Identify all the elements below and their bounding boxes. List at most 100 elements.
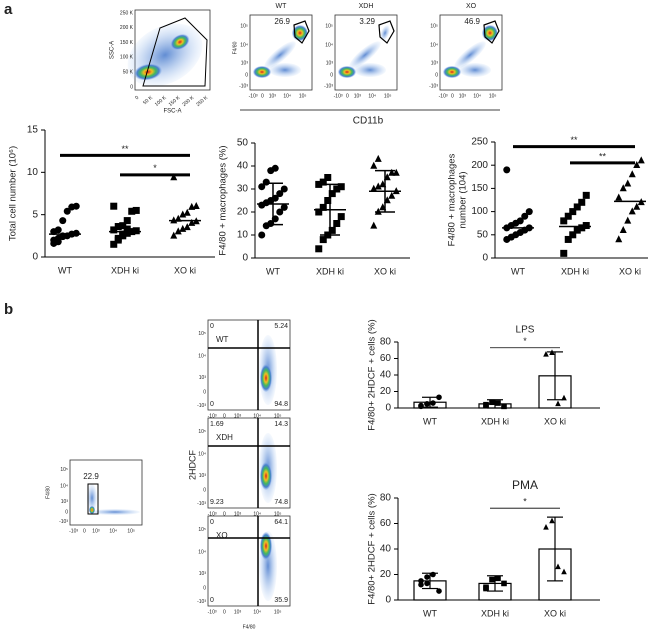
data-point (424, 401, 430, 407)
data-point (258, 231, 266, 239)
data-point (262, 178, 270, 186)
data-point (110, 240, 118, 248)
data-point (388, 168, 396, 176)
flow-tick-label: 0 (134, 95, 140, 102)
gate (483, 20, 500, 44)
flow-tick-label: 0 (203, 389, 206, 395)
y-tick-label: 20 (380, 569, 392, 580)
data-point (337, 213, 345, 221)
event-density (260, 532, 272, 560)
y-tick-label: 40 (380, 544, 392, 555)
y-tick-label: 60 (380, 518, 392, 529)
plot-title: XDH (216, 433, 233, 442)
data-point (258, 183, 266, 191)
quadrant-value: 0 (210, 401, 214, 408)
data-point (72, 202, 80, 210)
axis-label: FSC-A (164, 109, 182, 115)
data-point (560, 217, 568, 225)
x-tick-label: XDH ki (111, 265, 139, 275)
data-point (276, 208, 284, 216)
data-point (315, 245, 323, 253)
flow-tick-label: 10³ (459, 93, 467, 99)
y-axis-label: number (104) (458, 171, 469, 228)
flow-tick-label: -10³ (208, 609, 217, 615)
data-point (337, 183, 345, 191)
y-tick-label: 0 (482, 253, 488, 264)
flow-tick-label: 10³ (431, 60, 439, 66)
data-point (578, 224, 586, 232)
x-tick-label: XO ki (544, 416, 566, 426)
data-point (123, 217, 131, 225)
data-point (418, 403, 424, 410)
flow-tick-label: 10⁴ (198, 451, 206, 457)
data-point (543, 523, 549, 530)
data-point (573, 203, 581, 211)
data-point (578, 198, 586, 206)
panel-label: b (4, 301, 13, 318)
event-density (349, 41, 381, 69)
data-point (489, 399, 495, 406)
x-tick-label: XDH ki (561, 266, 589, 276)
panel-label: a (4, 1, 13, 18)
x-tick-label: WT (423, 416, 437, 426)
axis-label: SSC-A (110, 41, 116, 59)
data-point (324, 197, 332, 204)
event-density (260, 364, 272, 392)
data-point (119, 230, 127, 238)
data-point (564, 235, 572, 243)
flow-tick-label: 10⁴ (60, 483, 68, 489)
flow-plot-frame (207, 417, 291, 509)
flow-tick-label: 10³ (92, 528, 100, 534)
data-point (333, 220, 341, 227)
event-density (443, 66, 461, 78)
axis-label: F4/80 (45, 486, 51, 499)
chart-title: PMA (512, 478, 538, 492)
data-point (560, 249, 568, 257)
flow-plot-frame (69, 459, 143, 526)
flow-tick-label: 0 (223, 511, 226, 517)
event-density (89, 506, 95, 514)
quadrant-value: 35.9 (274, 597, 288, 604)
data-point (374, 154, 382, 162)
event-density (253, 66, 271, 78)
flow-tick-label: 150 K (120, 40, 134, 46)
plot-title: WT (216, 335, 229, 344)
y-tick-label: 50 (237, 138, 249, 149)
data-point (388, 191, 396, 199)
y-tick-label: 40 (380, 370, 392, 381)
data-point (324, 174, 332, 181)
flow-tick-label: 10⁵ (240, 24, 248, 30)
flow-tick-label: 250 K (195, 95, 209, 108)
y-tick-label: 10 (237, 230, 249, 241)
data-point (430, 571, 436, 578)
flow-plot-frame (207, 319, 291, 411)
y-tick-label: 0 (242, 253, 248, 264)
gate-value: 26.9 (274, 17, 290, 26)
data-point (582, 191, 590, 199)
flow-tick-label: -10³ (249, 93, 258, 99)
data-point (63, 207, 71, 215)
flow-tick-label: 0 (346, 93, 349, 99)
y-tick-label: 80 (380, 337, 392, 348)
quadrant-value: 0 (210, 597, 214, 604)
data-point (170, 173, 178, 181)
data-point (333, 185, 341, 193)
flow-tick-label: 10⁴ (283, 93, 291, 99)
event-density (87, 484, 97, 512)
axis-label: F4/80 (232, 41, 238, 54)
quadrant-value: 94.8 (274, 401, 288, 408)
data-point (430, 400, 436, 406)
x-tick-label: WT (266, 266, 280, 276)
flow-tick-label: -10³ (69, 528, 78, 534)
event-density (482, 25, 498, 41)
flow-tick-label: 0 (203, 487, 206, 493)
flow-tick-label: 10⁴ (473, 93, 481, 99)
chart-title: LPS (516, 325, 535, 336)
data-point (521, 212, 529, 220)
flow-tick-label: -10³ (324, 84, 333, 90)
data-point (271, 164, 279, 172)
data-point (392, 168, 400, 176)
flow-tick-label: 10⁵ (274, 609, 282, 615)
event-density (90, 509, 140, 515)
flow-tick-label: 10³ (199, 375, 207, 381)
